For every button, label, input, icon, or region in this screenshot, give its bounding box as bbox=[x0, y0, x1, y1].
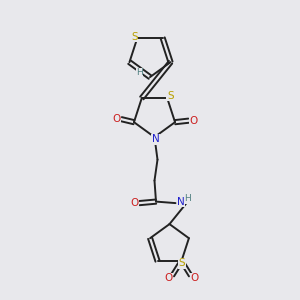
Text: O: O bbox=[112, 114, 121, 124]
Text: S: S bbox=[179, 258, 185, 268]
Text: S: S bbox=[131, 32, 138, 41]
Text: S: S bbox=[167, 91, 173, 100]
Text: O: O bbox=[189, 116, 197, 126]
Text: H: H bbox=[136, 68, 143, 77]
Text: O: O bbox=[130, 197, 138, 208]
Text: O: O bbox=[164, 273, 172, 284]
Text: N: N bbox=[177, 196, 185, 207]
Text: H: H bbox=[184, 194, 191, 203]
Text: N: N bbox=[152, 134, 159, 145]
Text: O: O bbox=[190, 273, 199, 284]
